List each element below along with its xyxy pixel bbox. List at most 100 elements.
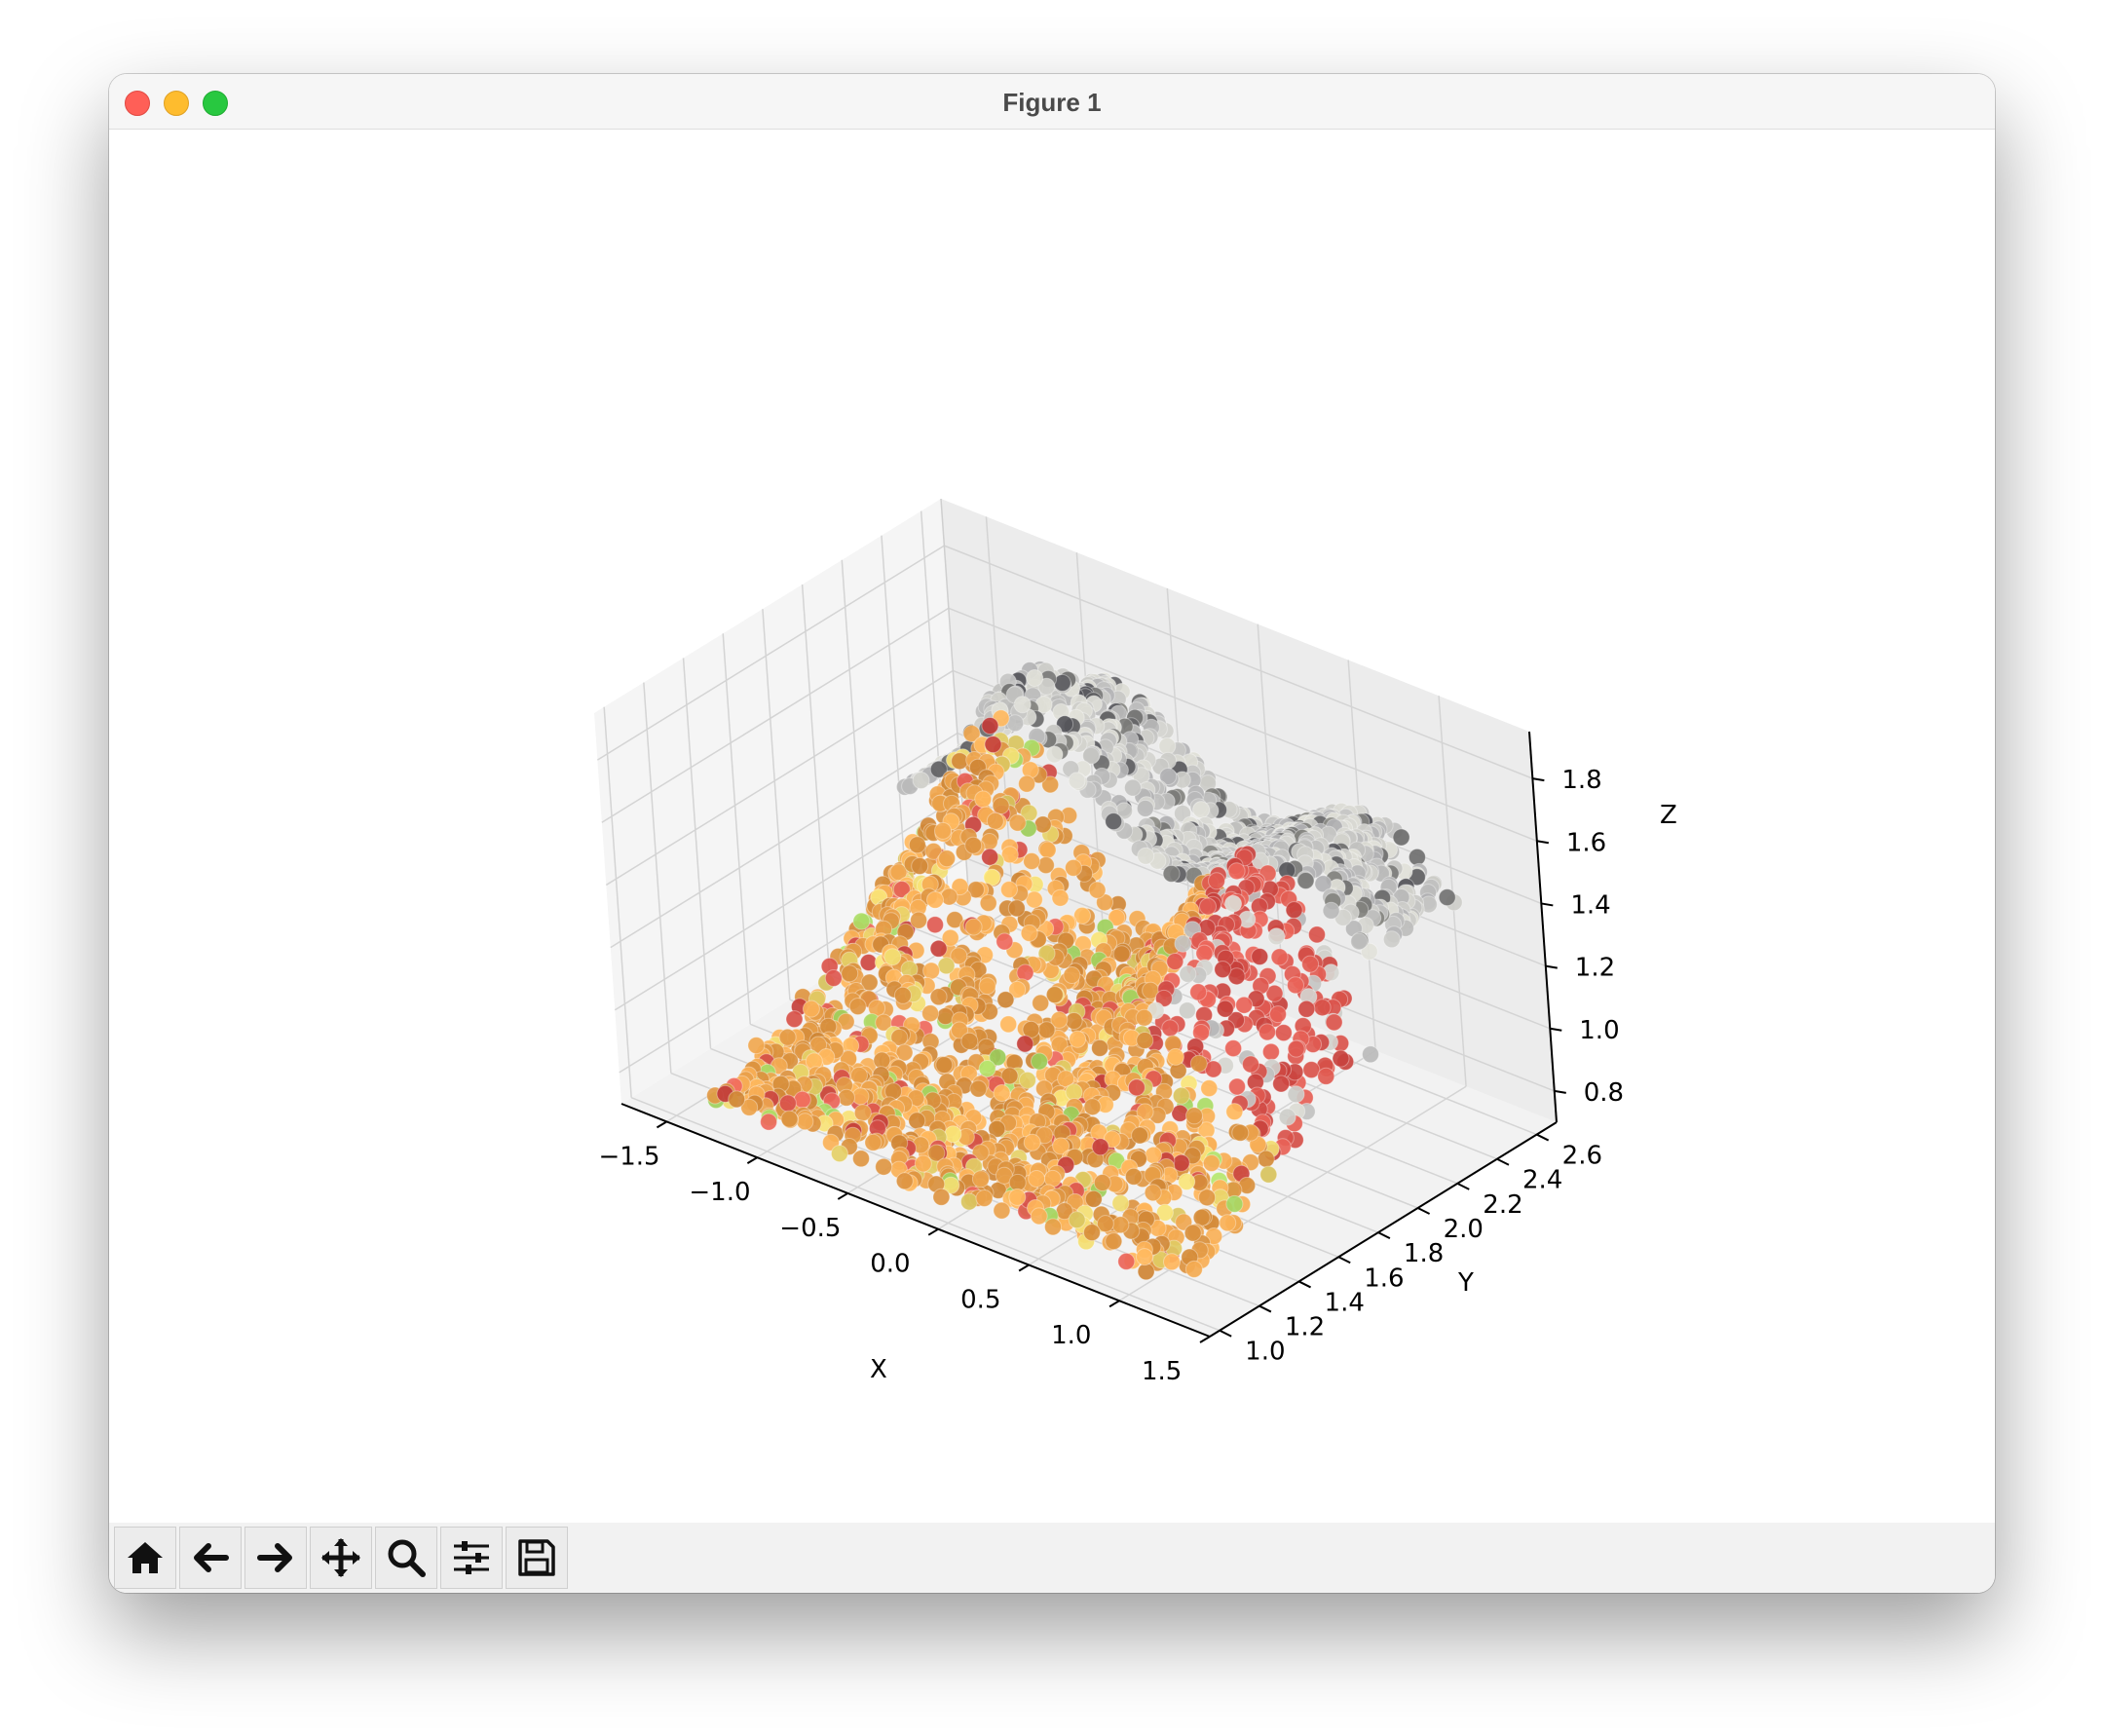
scatter-point (1322, 901, 1340, 920)
home-icon (128, 1542, 163, 1573)
z-tick-label: 0.8 (1584, 1078, 1624, 1108)
scatter-point (864, 1133, 883, 1151)
scatter-point (993, 1084, 1011, 1102)
x-tick-mark (746, 1156, 758, 1165)
scatter-point (1184, 1224, 1202, 1242)
pan-button[interactable] (310, 1527, 372, 1589)
minimize-window-button[interactable] (164, 91, 189, 116)
z-tick-mark (1532, 777, 1545, 782)
scatter-point (1018, 774, 1036, 793)
scatter-point (960, 1192, 978, 1211)
scatter-point (929, 988, 948, 1006)
scatter-points (706, 660, 1463, 1281)
scatter-point (852, 1150, 870, 1168)
move-icon (321, 1538, 360, 1577)
scatter-point (1063, 966, 1081, 984)
scatter-point (1117, 1252, 1136, 1270)
scatter-point (1123, 778, 1142, 797)
y-tick-label: 2.2 (1483, 1190, 1522, 1220)
close-window-button[interactable] (125, 91, 150, 116)
y-grid-line-left (841, 559, 871, 951)
scatter-point (1224, 894, 1242, 913)
scatter-point (1105, 1232, 1123, 1251)
scatter-point (848, 998, 867, 1016)
scatter-point (1037, 677, 1056, 696)
scatter-point (996, 991, 1015, 1009)
arrow-right-icon (257, 1543, 292, 1572)
scatter-point (1362, 1045, 1379, 1064)
scatter-point (999, 1015, 1018, 1034)
x-tick-mark (1199, 1336, 1211, 1343)
scatter-point (1136, 799, 1154, 817)
scatter-point (1008, 1173, 1027, 1191)
y-grid-line-left (722, 633, 751, 1025)
scatter-point (936, 1007, 955, 1026)
home-button[interactable] (114, 1527, 176, 1589)
z-tick-label: 1.0 (1579, 1016, 1619, 1045)
y-tick-mark (1417, 1207, 1431, 1215)
scatter-point (1408, 848, 1426, 866)
scatter-point (1159, 768, 1178, 785)
y-tick-mark (1496, 1157, 1510, 1166)
z-grid-line-left (601, 607, 950, 823)
scatter-point (1200, 1079, 1219, 1098)
back-button[interactable] (179, 1527, 242, 1589)
scatter-point (853, 1104, 872, 1122)
scatter-point (859, 954, 878, 971)
scatter-point (1137, 847, 1155, 865)
scatter-point (996, 932, 1014, 951)
scatter-point (1135, 1008, 1153, 1027)
scatter-point (1112, 945, 1131, 963)
scatter-point (1093, 1174, 1111, 1191)
scatter-point (1225, 1103, 1244, 1121)
scatter-point (747, 1037, 766, 1055)
scatter-point (778, 1028, 797, 1046)
scatter-point (1158, 736, 1177, 755)
scatter-point (1227, 862, 1246, 881)
scatter-point (1259, 1165, 1278, 1184)
forward-button[interactable] (244, 1527, 307, 1589)
scatter-point (1198, 1189, 1217, 1207)
scatter-point (981, 717, 999, 735)
y-tick-mark (1219, 1329, 1232, 1338)
maximize-window-button[interactable] (203, 91, 228, 116)
z-tick-label: 1.2 (1575, 954, 1615, 983)
scatter-point (1065, 1012, 1083, 1030)
scatter-point (1008, 1188, 1027, 1206)
scatter-point (1069, 1030, 1087, 1048)
z-grid-line-back (944, 545, 1533, 779)
x-tick-label: 1.0 (1051, 1321, 1091, 1350)
magnifier-icon (388, 1539, 426, 1577)
3d-scatter-plot[interactable]: −1.5−1.0−0.50.00.51.01.51.01.21.41.61.82… (109, 130, 1995, 1523)
plot-canvas[interactable]: −1.5 −1.0 −0.5 0.0 0.5 1.0 1.5 1.0 1.2 1.4 1.6 1.8 2… (109, 130, 1995, 1523)
scatter-point (986, 811, 1004, 830)
scatter-point (841, 964, 859, 983)
scatter-point (992, 797, 1010, 815)
scatter-point (1030, 1207, 1048, 1226)
scatter-point (974, 790, 993, 809)
save-button[interactable] (506, 1527, 568, 1589)
scatter-point (838, 1088, 855, 1107)
scatter-point (1136, 1248, 1153, 1266)
scatter-point (760, 1113, 778, 1131)
scatter-point (1091, 1138, 1109, 1156)
y-axis-label: Y (1457, 1268, 1474, 1298)
scatter-point (1038, 841, 1057, 859)
scatter-point (1172, 1153, 1190, 1172)
z-tick-mark (1550, 1027, 1562, 1032)
scatter-point (1111, 1194, 1130, 1213)
scatter-point (1037, 1021, 1056, 1039)
scatter-point (1287, 976, 1304, 995)
scatter-point (1189, 983, 1208, 1001)
y-grid-line-floor (630, 1097, 1221, 1332)
x-tick-mark (1018, 1264, 1030, 1272)
title-bar: Figure 1 (109, 74, 1995, 130)
scatter-point (1068, 1211, 1086, 1229)
scatter-point (1392, 828, 1410, 847)
zoom-button[interactable] (375, 1527, 437, 1589)
scatter-point (964, 918, 983, 936)
scatter-point (981, 848, 999, 866)
configure-subplots-button[interactable] (440, 1527, 503, 1589)
scatter-point (1124, 1167, 1143, 1186)
navigation-toolbar (109, 1523, 1995, 1593)
